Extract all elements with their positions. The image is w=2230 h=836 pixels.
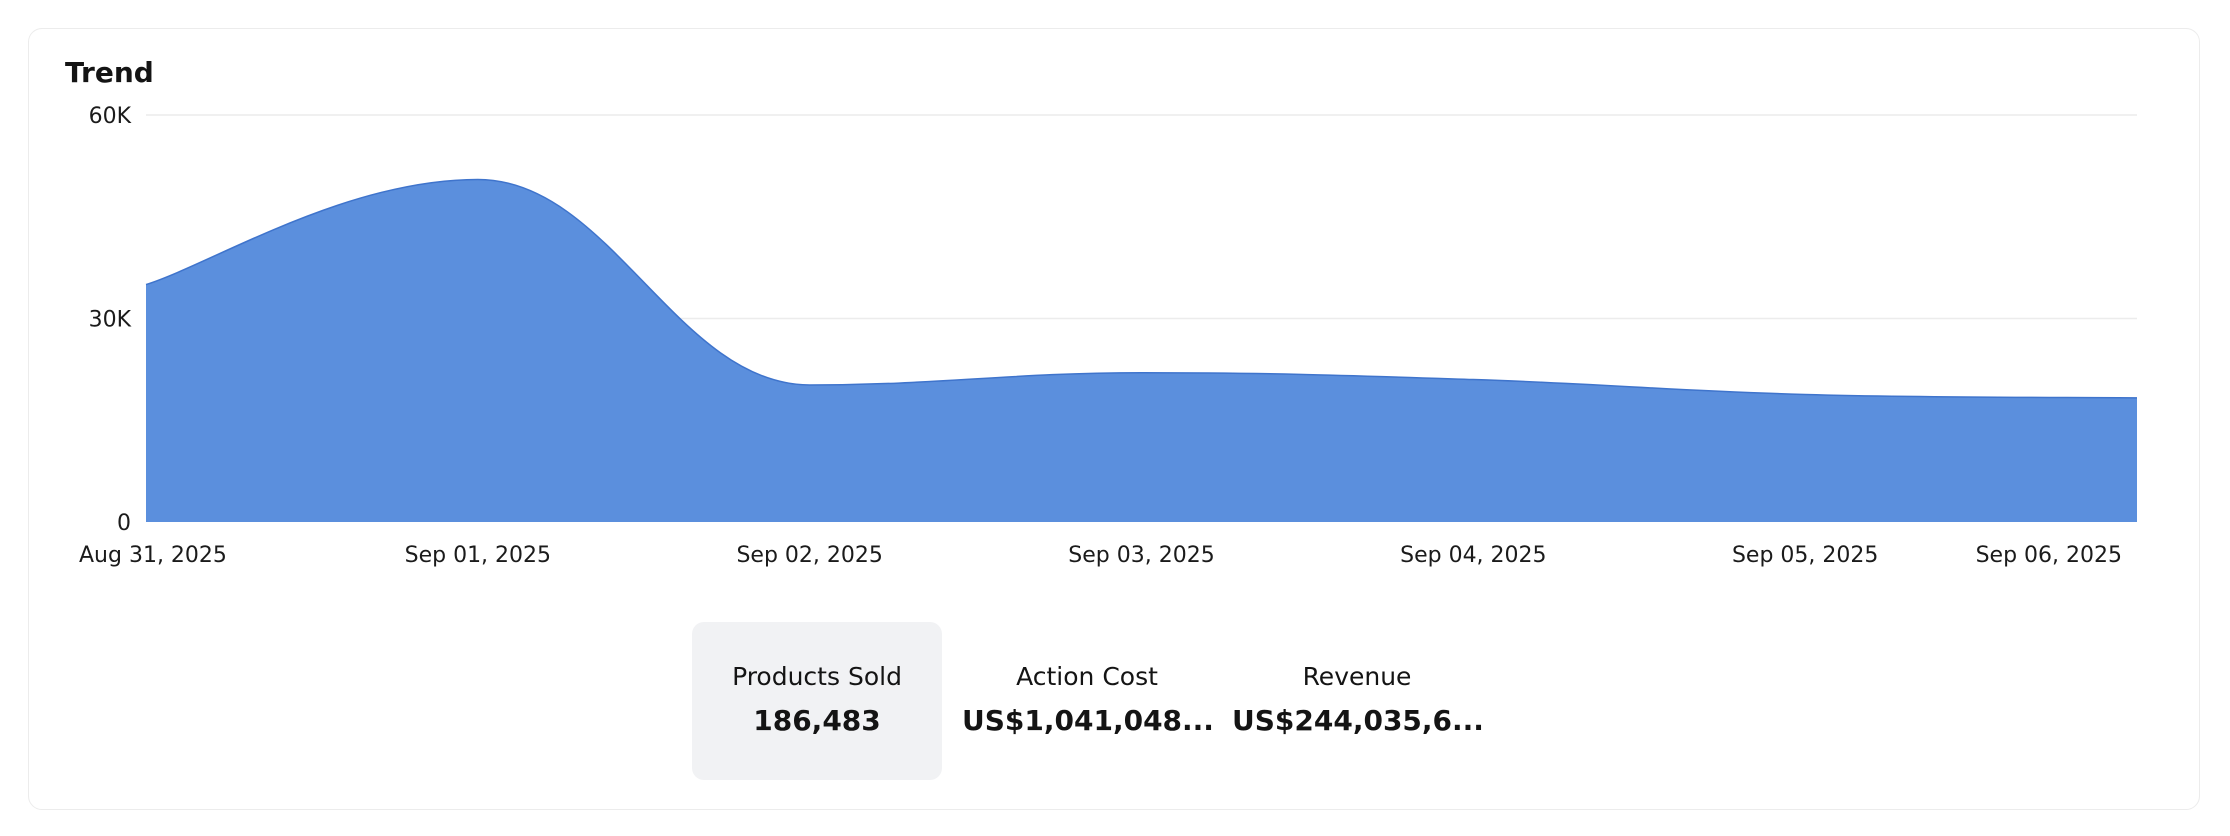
metric-action-cost[interactable]: Action Cost US$1,041,048... <box>962 622 1214 780</box>
metric-products-sold[interactable]: Products Sold 186,483 <box>692 622 942 780</box>
x-tick-label: Aug 31, 2025 <box>79 543 227 568</box>
metric-label: Products Sold <box>732 662 902 691</box>
metric-value: 186,483 <box>753 704 881 737</box>
x-tick-label: Sep 02, 2025 <box>736 543 882 568</box>
area-fill <box>146 179 2137 523</box>
trend-area-chart: 0 30K 60K Aug 31, 2025 Sep 01, 2025 Sep 02, … <box>79 104 2138 568</box>
y-tick-label: 60K <box>89 104 132 129</box>
metric-label: Revenue <box>1302 662 1412 691</box>
x-tick-label: Sep 03, 2025 <box>1068 543 1214 568</box>
chart-title: Trend <box>65 56 154 89</box>
metric-label: Action Cost <box>1016 662 1158 691</box>
metric-revenue[interactable]: Revenue US$244,035,6... <box>1232 622 1484 780</box>
series-area <box>145 178 2138 523</box>
y-tick-label: 30K <box>89 308 132 333</box>
x-tick-label: Sep 01, 2025 <box>405 543 551 568</box>
metric-value: US$244,035,6... <box>1232 704 1484 737</box>
x-axis-ticks: Aug 31, 2025 Sep 01, 2025 Sep 02, 2025 Sep … <box>79 543 2122 568</box>
x-tick-label: Sep 06, 2025 <box>1976 543 2122 568</box>
y-tick-label: 0 <box>117 511 131 536</box>
metric-value: US$1,041,048... <box>962 704 1214 737</box>
x-tick-label: Sep 04, 2025 <box>1400 543 1546 568</box>
area-line <box>145 178 2138 399</box>
y-axis-ticks: 0 30K 60K <box>89 104 132 536</box>
x-tick-label: Sep 05, 2025 <box>1732 543 1878 568</box>
